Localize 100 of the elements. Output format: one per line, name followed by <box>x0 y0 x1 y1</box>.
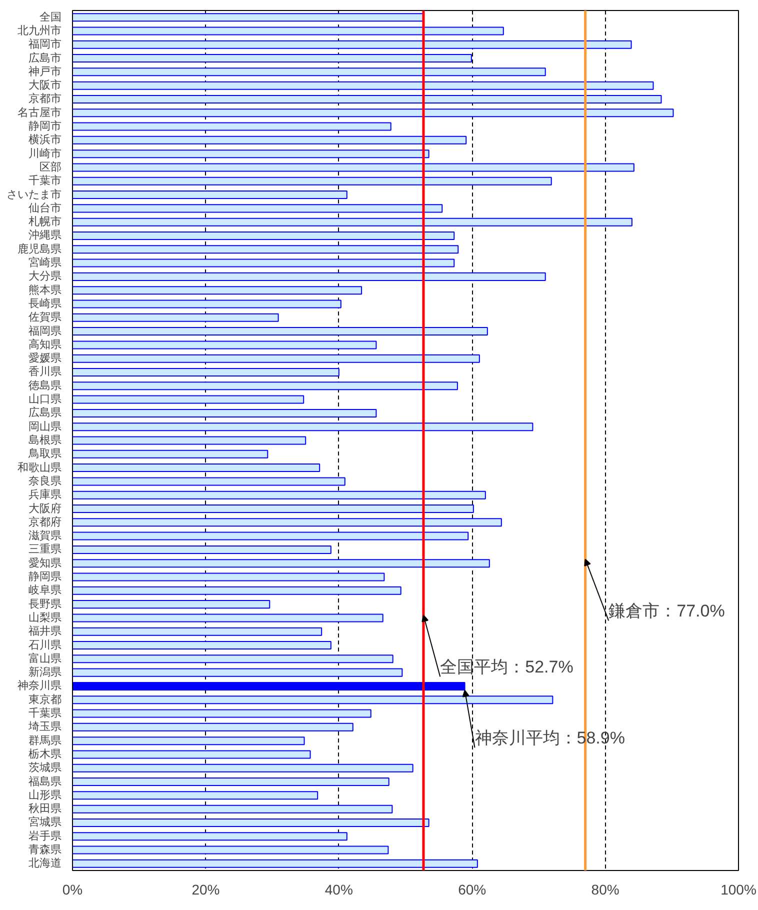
bar <box>72 600 270 609</box>
y-tick-label: 福岡市 <box>28 38 62 51</box>
bar <box>72 804 393 814</box>
bar <box>72 450 268 458</box>
bar <box>72 750 311 759</box>
ref-line-label: 全国平均：52.7% <box>440 658 574 677</box>
y-tick-label: 広島県 <box>28 406 62 420</box>
y-tick-label: 北九州市 <box>18 24 62 37</box>
y-tick-label: 山梨県 <box>28 610 62 624</box>
bar <box>72 286 362 295</box>
bar <box>72 682 466 690</box>
y-tick-label: 全国 <box>40 11 62 24</box>
y-tick-label: 宮崎県 <box>28 256 62 270</box>
bar <box>72 204 443 213</box>
bar <box>72 641 332 650</box>
bar <box>72 559 490 568</box>
bar <box>72 81 654 90</box>
bar <box>72 818 430 827</box>
y-tick-label: 栃木県 <box>28 747 62 760</box>
y-tick-label: 千葉市 <box>28 174 62 188</box>
bar <box>72 368 340 376</box>
y-tick-label: 岐阜県 <box>28 584 62 597</box>
x-tick-label: 80% <box>591 882 620 898</box>
bar <box>72 54 472 63</box>
bar <box>72 150 430 158</box>
bar <box>72 846 389 854</box>
y-tick-label: 佐賀県 <box>28 312 62 324</box>
bar <box>72 736 305 746</box>
x-tick-label: 40% <box>324 882 353 898</box>
y-tick-label: 長崎県 <box>28 296 62 310</box>
bar <box>72 654 394 664</box>
bar <box>72 477 346 486</box>
y-tick-label: 三重県 <box>28 542 62 556</box>
y-tick-label: 静岡市 <box>28 120 62 133</box>
bar <box>72 190 348 200</box>
bar <box>72 422 534 432</box>
bar <box>72 490 486 500</box>
bar <box>72 504 474 514</box>
y-tick-label: 愛知県 <box>28 556 62 570</box>
bar <box>72 68 546 76</box>
y-tick-label: 広島市 <box>28 51 62 64</box>
y-tick-label: 横浜市 <box>28 133 62 146</box>
y-tick-label: 島根県 <box>28 434 62 446</box>
bar <box>72 545 332 554</box>
bar <box>72 231 455 240</box>
y-tick-label: 長野県 <box>28 598 62 610</box>
y-tick-label: 和歌山県 <box>18 460 62 474</box>
y-tick-label: 奈良県 <box>28 474 62 488</box>
bar <box>72 518 502 527</box>
bar <box>72 464 320 472</box>
y-tick-label: 富山県 <box>28 652 62 665</box>
y-tick-label: 秋田県 <box>28 803 62 816</box>
y-tick-label: 愛媛県 <box>28 352 62 365</box>
y-tick-label: 名古屋市 <box>18 106 62 119</box>
bar <box>72 668 403 677</box>
y-tick-label: 福岡県 <box>28 324 62 338</box>
ref-line-label: 鎌倉市：77.0% <box>608 602 725 621</box>
y-tick-label: 山形県 <box>28 788 62 802</box>
y-tick-label: 福島県 <box>28 774 62 788</box>
y-tick-label: 京都府 <box>28 515 62 528</box>
y-tick-label: 滋賀県 <box>28 530 62 542</box>
y-tick-label: 岩手県 <box>28 829 62 842</box>
y-tick-label: 大阪市 <box>28 78 62 92</box>
bar <box>72 122 392 131</box>
y-tick-label: 静岡県 <box>28 571 62 584</box>
bar <box>72 40 632 49</box>
bar <box>72 408 377 418</box>
y-tick-label: 鹿児島県 <box>18 242 62 256</box>
bar <box>72 395 304 404</box>
bar <box>72 382 458 390</box>
bar <box>72 13 424 22</box>
y-tick-label: 山口県 <box>28 392 62 406</box>
bar <box>72 94 662 104</box>
bar <box>72 218 632 226</box>
y-tick-label: 鳥取県 <box>28 448 62 460</box>
bar <box>72 245 459 254</box>
y-tick-label: 大阪府 <box>28 502 62 515</box>
bar <box>72 696 554 704</box>
y-tick-label: 石川県 <box>28 638 62 652</box>
y-tick-label: 神奈川県 <box>18 679 62 692</box>
y-tick-label: 埼玉県 <box>28 721 62 734</box>
x-tick-label: 0% <box>62 882 83 898</box>
bar <box>72 832 348 841</box>
y-tick-label: 区部 <box>40 160 62 174</box>
bar <box>72 859 478 868</box>
bar <box>72 722 354 732</box>
bar <box>72 572 385 582</box>
y-tick-label: 札幌市 <box>28 215 62 228</box>
y-tick-label: 高知県 <box>28 338 62 351</box>
y-tick-label: 沖縄県 <box>28 228 62 242</box>
y-tick-label: 徳島県 <box>28 378 62 392</box>
bar <box>72 176 552 186</box>
bar <box>72 26 504 36</box>
bar <box>72 614 384 622</box>
y-tick-label: 京都市 <box>28 92 62 106</box>
y-tick-label: 川崎市 <box>28 146 62 160</box>
bar <box>72 136 467 144</box>
y-tick-label: 東京都 <box>28 692 62 706</box>
y-tick-label: 千葉県 <box>28 706 62 720</box>
bar <box>72 709 372 718</box>
